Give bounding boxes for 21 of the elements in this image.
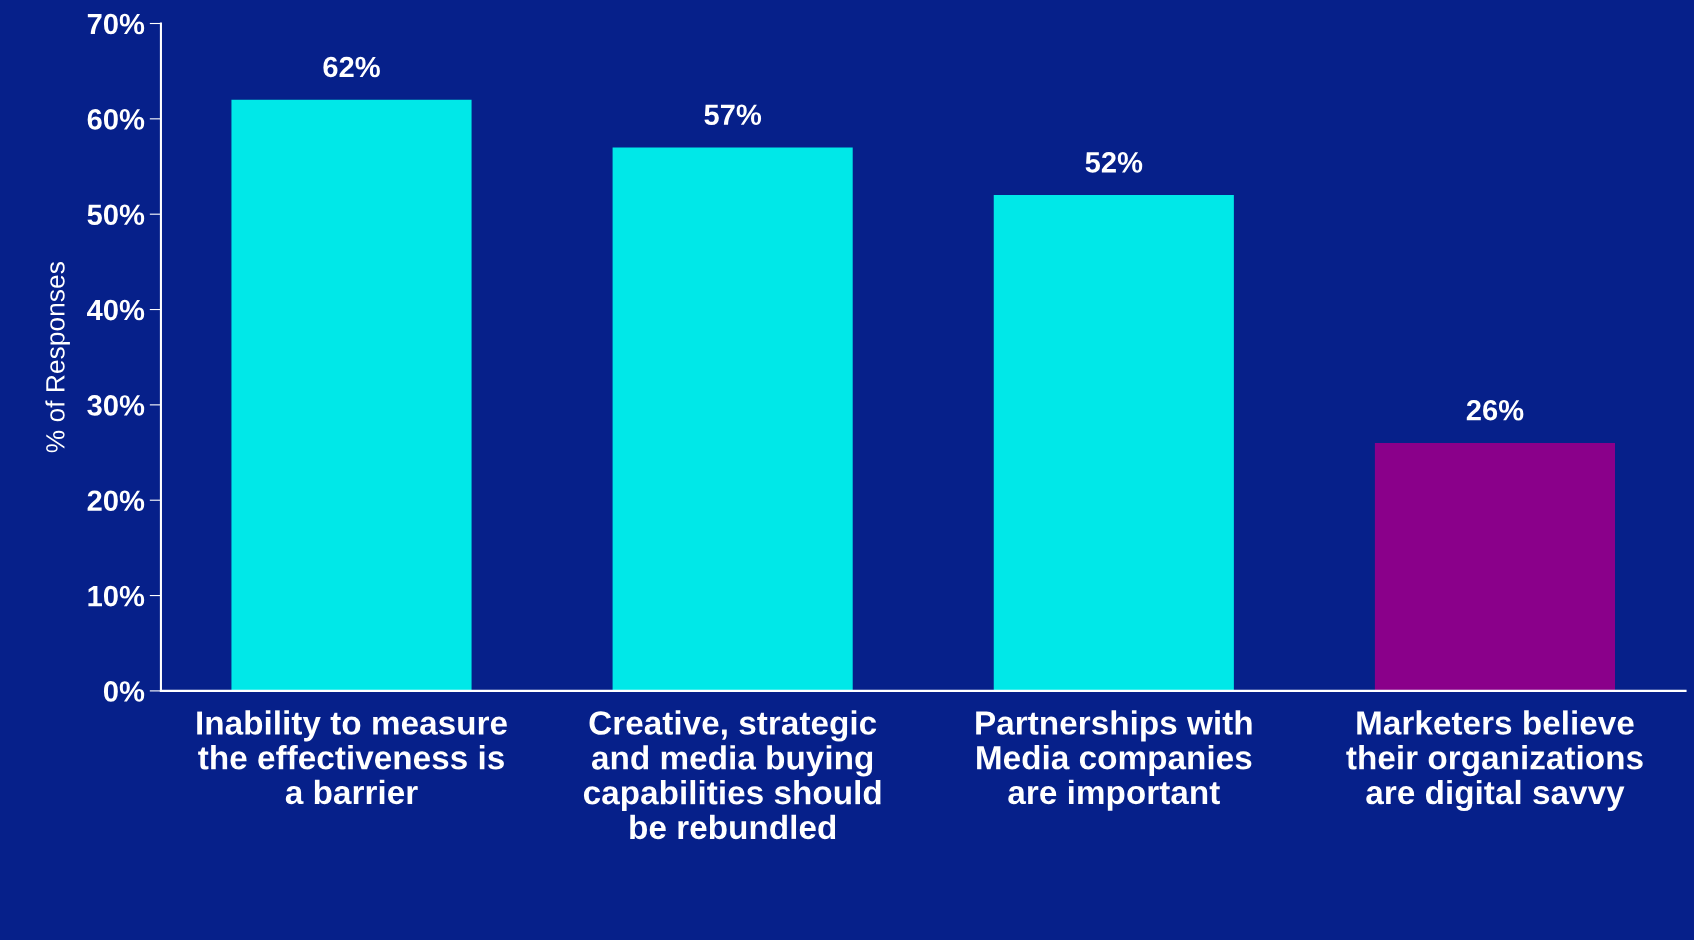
bar xyxy=(612,147,853,691)
bar xyxy=(1374,443,1616,691)
y-tick-label: 20% xyxy=(87,490,145,512)
x-tick-label: Partnerships with Media companies are important xyxy=(976,710,1252,811)
data-label: 57% xyxy=(704,104,762,126)
bar xyxy=(231,99,472,691)
y-tick-label: 0% xyxy=(103,681,145,702)
x-tick-label: Creative, strategic and media buying capabilities should be rebundled xyxy=(583,710,881,840)
x-tick-label: Inability to measure the effectiveness is a barrier xyxy=(197,710,507,805)
y-tick-label: 60% xyxy=(87,109,145,130)
data-label: 52% xyxy=(1085,152,1143,173)
y-tick-label: 30% xyxy=(87,395,145,416)
data-label: 62% xyxy=(323,56,380,78)
data-label: 26% xyxy=(1466,399,1524,421)
y-tick-label: 50% xyxy=(87,204,145,226)
y-tick-label: 10% xyxy=(88,585,145,607)
y-tick-label: 40% xyxy=(87,299,145,321)
y-axis-title: % of Responses xyxy=(45,262,70,453)
y-tick-label: 70% xyxy=(87,13,145,35)
bar xyxy=(993,195,1234,691)
x-tick-label: Marketers believe their organizations are digital savvy xyxy=(1346,710,1643,812)
